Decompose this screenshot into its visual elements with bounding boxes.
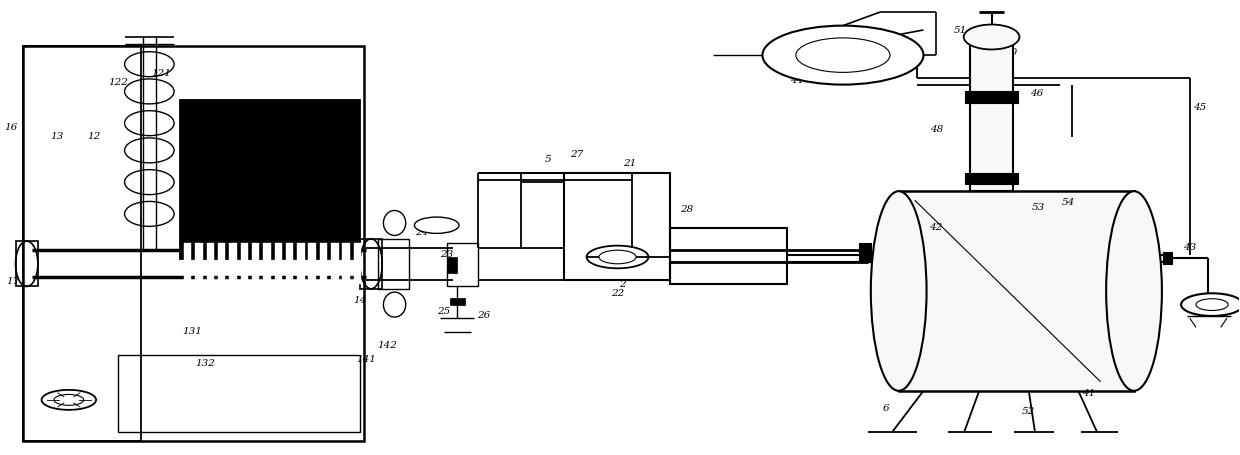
Bar [252,243,259,284]
Bar [207,243,215,284]
Text: 41: 41 [1081,389,1095,398]
Text: 132: 132 [195,359,215,368]
Text: 25: 25 [438,307,451,316]
Bar [309,243,316,284]
Bar [378,239,409,289]
Text: 50: 50 [1004,48,1018,57]
Bar [263,243,270,284]
Text: 17: 17 [6,278,20,287]
Bar [331,243,339,284]
Text: 54: 54 [1061,198,1075,207]
Text: 5: 5 [544,155,552,164]
Text: 52: 52 [1022,407,1035,416]
Text: 21: 21 [624,160,636,168]
Bar [298,243,305,284]
Text: 15: 15 [273,107,286,116]
Text: 42: 42 [929,223,942,232]
Text: 11: 11 [198,164,212,173]
Bar [564,173,670,280]
Text: 22: 22 [611,289,624,298]
Circle shape [414,217,459,233]
Bar [241,243,248,284]
Bar [446,257,456,273]
Bar [965,91,1018,103]
Text: 49: 49 [898,207,911,216]
Bar [16,241,38,287]
Text: 2: 2 [619,280,626,289]
Text: 27: 27 [570,151,583,159]
Ellipse shape [1106,191,1162,391]
Bar [24,46,140,441]
Bar [670,228,787,284]
Text: 51: 51 [954,25,967,35]
Bar [286,243,293,284]
Text: 12: 12 [87,132,100,142]
Text: 16: 16 [4,123,17,132]
Bar [320,243,327,284]
Bar [274,243,281,284]
Bar [342,243,350,284]
Text: 26: 26 [477,312,490,320]
Text: 143: 143 [319,191,339,200]
Bar [1163,252,1173,264]
Bar [196,243,203,284]
Bar [180,101,360,259]
Bar [450,298,465,304]
Bar [218,243,226,284]
Bar [184,243,191,284]
Text: 47: 47 [1118,339,1132,348]
Circle shape [763,25,924,85]
Text: 121: 121 [151,69,171,78]
Text: 122: 122 [108,78,128,87]
Text: 53: 53 [1032,202,1045,212]
Text: 48: 48 [930,126,944,135]
Text: 24: 24 [415,228,429,237]
Bar [859,243,872,263]
Bar [353,243,361,284]
Text: 23: 23 [440,250,453,259]
Bar [899,191,1135,391]
Text: 28: 28 [681,205,693,214]
Bar [229,243,237,284]
Text: 131: 131 [182,327,202,336]
Text: 43: 43 [1183,243,1197,253]
Bar [970,37,1013,191]
Text: 46: 46 [1029,89,1043,98]
Text: 44: 44 [790,76,804,85]
Text: 141: 141 [356,354,376,364]
Text: 1: 1 [301,243,308,253]
Text: 13: 13 [50,132,63,142]
Bar [360,239,382,289]
Text: 14: 14 [353,296,367,304]
Ellipse shape [870,191,926,391]
Bar [24,46,363,441]
Bar [965,173,1018,184]
Text: 142: 142 [377,341,397,350]
Bar [446,243,477,287]
Bar [118,354,360,432]
Text: 45: 45 [1193,103,1207,112]
Text: 6: 6 [883,404,889,414]
Ellipse shape [963,25,1019,50]
